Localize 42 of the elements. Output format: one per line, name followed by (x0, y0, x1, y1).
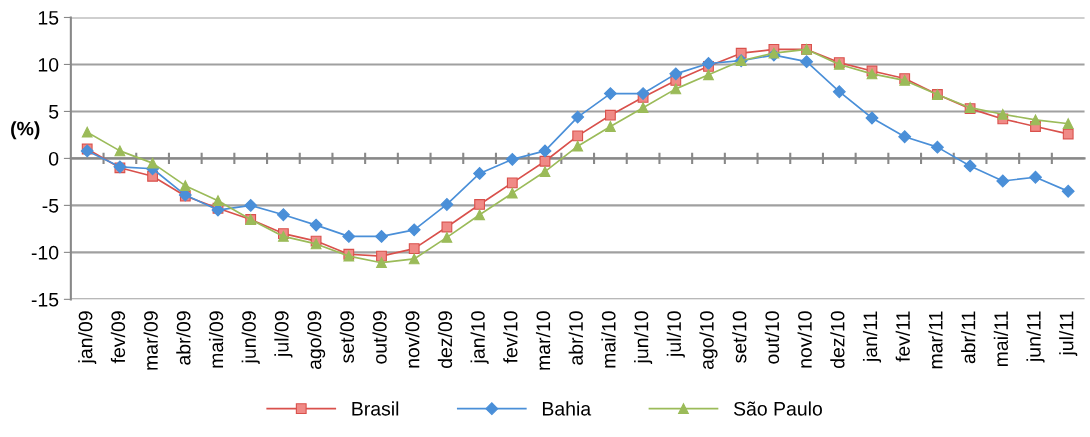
x-tick-label: mai/09 (208, 311, 224, 368)
x-tick-label: fev/11 (895, 311, 910, 362)
x-tick-label: ago/09 (307, 311, 326, 370)
x-tick-label: set/09 (339, 311, 355, 363)
x-tick-label: jan/09 (78, 311, 97, 364)
x-tick-label: mar/10 (535, 311, 551, 370)
x-tick-label: nov/09 (405, 311, 420, 368)
x-tick-label: abr/11 (961, 311, 976, 364)
x-tick-label: set/10 (732, 311, 747, 363)
legend-label: Brasil (352, 401, 399, 416)
x-tick-label: jun/09 (241, 311, 260, 364)
x-tick-label: abr/10 (568, 311, 583, 365)
y-tick-label: 5 (49, 105, 59, 119)
x-tick-label: mar/09 (143, 311, 158, 370)
x-tick-label: nov/10 (797, 311, 812, 368)
y-tick-label: 10 (38, 57, 59, 72)
legend-label: São Paulo (733, 401, 822, 416)
x-tick-label: mai/10 (601, 311, 616, 368)
x-tick-label: dez/10 (830, 311, 845, 369)
x-tick-label: dez/09 (437, 311, 453, 369)
x-tick-label: out/10 (764, 311, 780, 364)
y-tick-label: -15 (31, 293, 59, 307)
x-tick-label: jul/09 (274, 311, 293, 358)
y-tick-label: 15 (38, 11, 59, 25)
x-tick-label: fev/10 (503, 311, 518, 364)
x-tick-label: abr/09 (176, 311, 191, 365)
x-tick-label: jun/10 (634, 311, 653, 364)
y-tick-label: -10 (31, 245, 59, 260)
y-axis-title: (%) (11, 121, 40, 140)
y-tick-label: -5 (42, 199, 59, 213)
x-tick-label: mai/11 (993, 311, 1009, 367)
x-tick-label: jun/11 (1026, 311, 1045, 363)
x-tick-label: ago/10 (699, 311, 718, 370)
x-tick-label: jan/11 (862, 311, 882, 363)
x-tick-label: jan/10 (470, 311, 489, 364)
legend-label: Bahia (542, 401, 592, 416)
x-tick-label: fev/09 (110, 311, 126, 364)
x-tick-label: jul/10 (666, 311, 685, 358)
x-tick-label: mar/11 (928, 311, 943, 369)
y-tick-label: 0 (48, 151, 59, 166)
x-tick-label: out/09 (372, 311, 387, 364)
x-tick-label: jul/11 (1059, 311, 1078, 356)
